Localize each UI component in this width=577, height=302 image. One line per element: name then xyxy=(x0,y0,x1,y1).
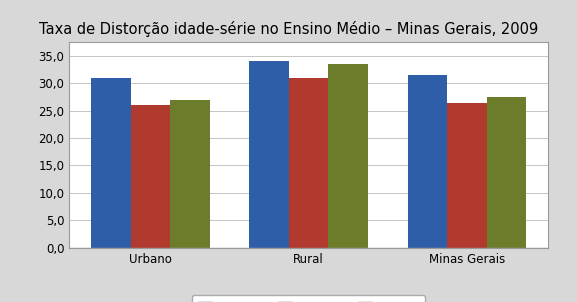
Bar xyxy=(249,61,289,248)
Bar xyxy=(170,100,210,248)
Bar xyxy=(328,64,368,248)
Legend: 1º ano, 2º ano, 3º ano: 1º ano, 2º ano, 3º ano xyxy=(192,295,425,302)
Bar xyxy=(487,97,526,248)
Bar xyxy=(407,75,447,248)
Text: Taxa de Distorção idade-série no Ensino Médio – Minas Gerais, 2009: Taxa de Distorção idade-série no Ensino … xyxy=(39,21,538,37)
Bar xyxy=(447,102,487,248)
Bar xyxy=(69,248,548,250)
Bar xyxy=(130,105,170,248)
Bar xyxy=(91,78,130,248)
Bar xyxy=(289,78,328,248)
